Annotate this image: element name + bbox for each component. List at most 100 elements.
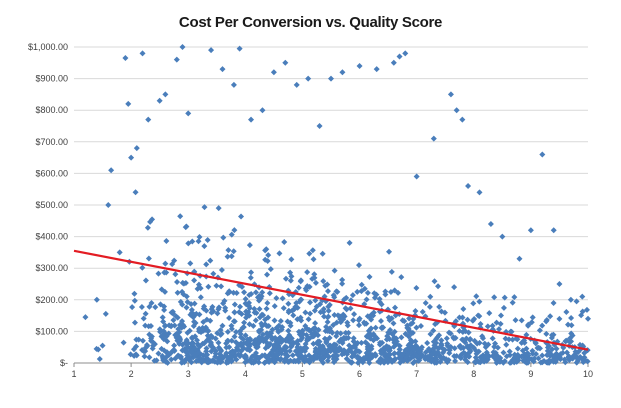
data-point: [161, 306, 168, 313]
data-point: [405, 342, 412, 349]
data-point: [215, 306, 222, 313]
data-point: [271, 303, 278, 310]
data-point: [210, 270, 217, 277]
data-point: [235, 342, 242, 349]
data-point: [398, 274, 405, 281]
data-point: [325, 307, 332, 314]
data-point: [451, 345, 458, 352]
x-tick-label: 2: [129, 369, 134, 379]
data-point: [500, 349, 507, 356]
data-point: [477, 321, 484, 328]
data-point: [506, 348, 513, 355]
data-point: [263, 334, 270, 341]
y-tick-label: $500.00: [35, 200, 68, 210]
data-point: [321, 335, 328, 342]
data-point: [339, 276, 346, 283]
data-point: [201, 243, 208, 250]
y-tick-label: $100.00: [35, 326, 68, 336]
data-point: [430, 327, 437, 334]
data-point: [142, 344, 149, 351]
data-point: [556, 354, 563, 361]
data-point: [498, 312, 505, 319]
data-point: [489, 335, 496, 342]
data-point: [246, 242, 253, 249]
data-point: [573, 298, 580, 305]
data-point: [386, 248, 393, 255]
data-point: [438, 337, 445, 344]
data-point: [319, 349, 326, 356]
data-point: [192, 346, 199, 353]
data-point: [378, 324, 385, 331]
data-point: [196, 354, 203, 361]
data-point: [491, 343, 498, 350]
data-point: [248, 291, 255, 298]
data-point: [303, 287, 310, 294]
data-point: [364, 289, 371, 296]
data-point: [330, 292, 337, 299]
data-point: [487, 220, 494, 227]
data-point: [241, 319, 248, 326]
data-point: [304, 269, 311, 276]
data-point: [472, 359, 479, 366]
data-point: [251, 305, 258, 312]
data-point: [212, 350, 219, 357]
data-point: [132, 189, 139, 196]
data-point: [516, 255, 523, 262]
data-point: [572, 348, 579, 355]
data-point: [288, 273, 295, 280]
data-point: [239, 283, 246, 290]
data-point: [305, 75, 312, 82]
data-point: [324, 357, 331, 364]
data-point: [82, 314, 89, 321]
data-point: [212, 335, 219, 342]
data-point: [224, 328, 231, 335]
data-point: [297, 314, 304, 321]
data-point: [196, 234, 203, 241]
data-point: [353, 347, 360, 354]
data-point: [262, 345, 269, 352]
data-point: [190, 340, 197, 347]
x-tick-label: 3: [186, 369, 191, 379]
data-point: [310, 340, 317, 347]
data-point: [386, 351, 393, 358]
data-point: [427, 331, 434, 338]
data-point: [298, 328, 305, 335]
data-point: [189, 335, 196, 342]
data-point: [168, 309, 175, 316]
data-point: [413, 285, 420, 292]
data-point: [563, 349, 570, 356]
data-point: [228, 253, 235, 260]
data-point: [409, 320, 416, 327]
data-point: [179, 318, 186, 325]
data-point: [486, 310, 493, 317]
data-point: [339, 69, 346, 76]
data-point: [191, 300, 198, 307]
x-tick-label: 8: [471, 369, 476, 379]
data-point: [263, 246, 270, 253]
data-point: [287, 335, 294, 342]
data-point: [131, 352, 138, 359]
data-point: [278, 347, 285, 354]
data-point: [527, 227, 534, 234]
y-tick-label: $800.00: [35, 105, 68, 115]
data-point: [243, 311, 250, 318]
data-point: [287, 277, 294, 284]
data-point: [179, 44, 186, 50]
data-point: [242, 359, 249, 366]
data-point: [520, 357, 527, 364]
data-point: [281, 238, 288, 245]
data-point: [438, 355, 445, 362]
data-point: [220, 234, 227, 241]
data-point: [413, 324, 420, 331]
data-point: [160, 318, 167, 325]
data-point: [120, 339, 127, 346]
data-point: [331, 311, 338, 318]
data-point: [384, 344, 391, 351]
data-point: [194, 285, 201, 292]
data-point: [550, 299, 557, 306]
data-point: [515, 354, 522, 361]
y-tick-label: $600.00: [35, 168, 68, 178]
data-point: [233, 356, 240, 363]
data-point: [302, 309, 309, 316]
